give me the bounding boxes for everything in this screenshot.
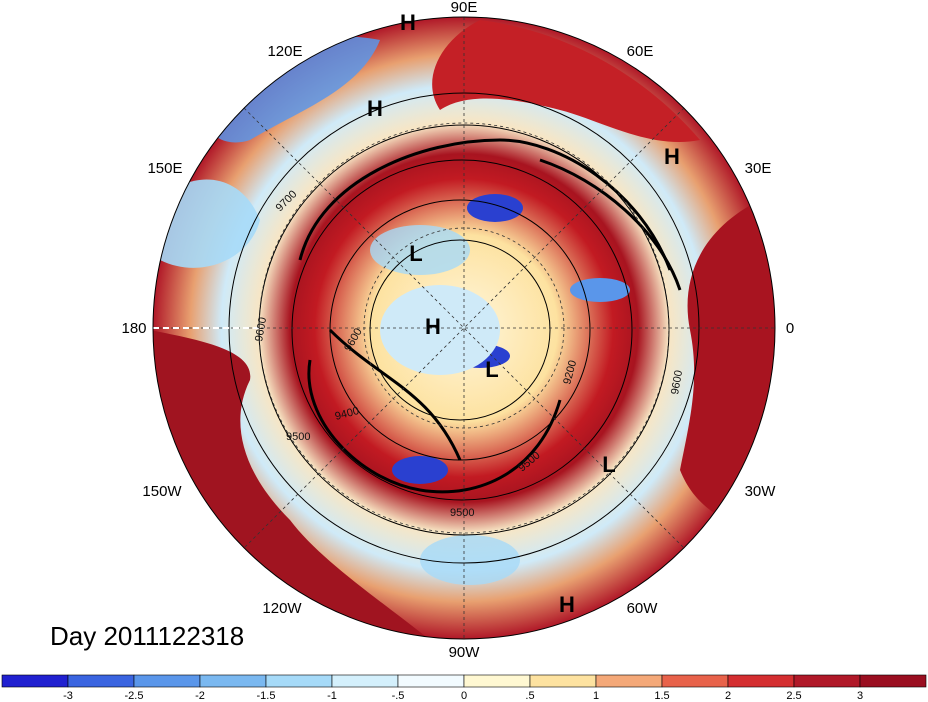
- contour-label: 9600: [253, 316, 269, 342]
- lon-label-0: 0: [786, 320, 794, 337]
- colorbar-tick-label: 2.5: [786, 690, 801, 702]
- colorbar-tick-label: -2: [195, 690, 205, 702]
- date-label: Day 2011122318: [50, 621, 244, 651]
- colorbar-swatch: [397, 674, 465, 688]
- colorbar-swatch: [1, 674, 69, 688]
- pressure-center-low: L: [409, 241, 422, 266]
- cold-anomaly-pacific: [160, 179, 260, 268]
- pressure-center-high: H: [400, 10, 416, 35]
- colorbar-tick-label: -1: [327, 690, 337, 702]
- pressure-center-high: H: [425, 314, 441, 339]
- lon-label-150e: 150E: [147, 160, 182, 177]
- colorbar-tick-label: -3: [63, 690, 73, 702]
- lon-label-120w: 120W: [262, 600, 302, 617]
- colorbar-swatch: [529, 674, 597, 688]
- cold-anomaly-siberia: [467, 194, 523, 222]
- contour-label: 9500: [286, 431, 310, 443]
- lon-label-30w: 30W: [745, 483, 777, 500]
- pressure-center-high: H: [367, 96, 383, 121]
- colorbar: [1, 674, 927, 688]
- map-boundary: [152, 16, 776, 640]
- colorbar-swatch: [727, 674, 795, 688]
- colorbar-swatch: [595, 674, 663, 688]
- pressure-center-low: L: [602, 452, 615, 477]
- contour-label: 9500: [450, 507, 474, 519]
- colorbar-swatch: [265, 674, 333, 688]
- colorbar-tick-label: -2.5: [125, 690, 144, 702]
- colorbar-tick-label: 3: [857, 690, 863, 702]
- colorbar-swatch: [199, 674, 267, 688]
- pressure-center-high: H: [664, 144, 680, 169]
- colorbar-swatch: [793, 674, 861, 688]
- lon-label-120e: 120E: [267, 43, 302, 60]
- lon-label-180: 180: [121, 320, 146, 337]
- cold-anomaly-central: [370, 225, 470, 275]
- colorbar-tick-label: 2: [725, 690, 731, 702]
- pressure-centers: H H H L H L L H: [367, 10, 680, 617]
- colorbar-swatch: [463, 674, 531, 688]
- lon-label-90e: 90E: [451, 0, 478, 16]
- colorbar-tick-label: -.5: [392, 690, 405, 702]
- contour-label: 9600: [669, 369, 685, 395]
- colorbar-swatch: [133, 674, 201, 688]
- colorbar-tick-labels: -3 -2.5 -2 -1.5 -1 -.5 0 .5 1 1.5 2 2.5 3: [63, 690, 863, 702]
- colorbar-swatch: [67, 674, 135, 688]
- cold-anomaly-npole: [380, 285, 500, 375]
- colorbar-tick-label: 1.5: [654, 690, 669, 702]
- lon-label-30e: 30E: [745, 160, 772, 177]
- colorbar-tick-label: -1.5: [257, 690, 276, 702]
- cold-anomaly-mexico: [420, 535, 520, 585]
- cold-anomaly-canada: [392, 456, 448, 484]
- lon-label-150w: 150W: [142, 483, 182, 500]
- cold-anomaly-atlantic: [570, 278, 630, 302]
- colorbar-swatch: [331, 674, 399, 688]
- jet-contours: [298, 138, 682, 494]
- lon-label-90w: 90W: [449, 644, 481, 661]
- colorbar-tick-label: 1: [593, 690, 599, 702]
- colorbar-tick-label: 0: [461, 690, 467, 702]
- pressure-center-low: L: [485, 357, 498, 382]
- lon-label-60e: 60E: [627, 43, 654, 60]
- longitude-labels: 90E 60E 30E 0 30W 60W 90W 120W 150W 180 …: [121, 0, 794, 661]
- colorbar-swatch: [859, 674, 927, 688]
- warm-anomaly-north: [432, 20, 700, 143]
- colorbar-swatch: [661, 674, 729, 688]
- colorbar-tick-label: .5: [525, 690, 534, 702]
- lon-label-60w: 60W: [627, 600, 659, 617]
- pressure-center-high: H: [559, 592, 575, 617]
